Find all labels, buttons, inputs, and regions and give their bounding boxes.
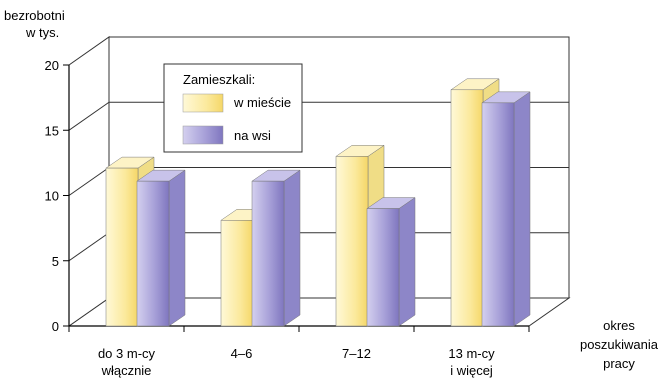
bar-side <box>283 169 301 327</box>
x-tick-label: 7–12 <box>342 346 371 361</box>
legend: Zamieszkali: w mieście na wsi <box>163 63 303 153</box>
legend-swatch-na-wsi <box>182 125 224 145</box>
gridline-side <box>68 232 110 262</box>
gridline-side <box>68 101 110 131</box>
y-axis-title-line-1: bezrobotni <box>4 8 65 23</box>
bar-front <box>335 156 369 327</box>
bar-na-wsi <box>251 169 301 327</box>
x-tick-label: i więcej <box>450 363 493 378</box>
legend-swatch-w-miescie <box>182 93 224 113</box>
x-ticks: do 3 m-cy włącznie 4–6 7–12 13 m-cy i więcej <box>68 326 530 378</box>
y-tick-label: 0 <box>52 319 59 334</box>
bar-side <box>398 197 416 327</box>
legend-label-w-miescie: w mieście <box>233 95 291 110</box>
x-tick-label: do 3 m-cy <box>98 346 156 361</box>
x-axis-title-line-1: okres <box>603 318 635 333</box>
bar-front <box>220 220 254 327</box>
bar-na-wsi <box>136 169 186 327</box>
x-tick-label: 4–6 <box>231 346 253 361</box>
x-axis-title-line-3: pracy <box>603 356 635 371</box>
y-tick-label: 15 <box>45 123 59 138</box>
y-tick-label: 5 <box>52 254 59 269</box>
bar-na-wsi <box>366 197 416 327</box>
bar-side <box>168 169 186 327</box>
x-axis-title-line-2: poszukiwania <box>580 337 659 352</box>
bar-front <box>136 180 170 327</box>
bar-side <box>513 91 531 327</box>
y-tick-label: 10 <box>45 189 59 204</box>
bar-na-wsi <box>481 91 531 327</box>
legend-title: Zamieszkali: <box>183 72 255 87</box>
bar-front <box>251 180 285 327</box>
x-tick-label: 13 m-cy <box>448 346 495 361</box>
bar-front <box>450 89 484 327</box>
bar-front <box>481 102 515 327</box>
y-tick-label: 20 <box>45 58 59 73</box>
x-tick-label: włącznie <box>101 363 152 378</box>
gridline-side <box>68 167 110 196</box>
y-axis-title-line-2: w tys. <box>25 25 59 40</box>
y-ticks: 0 5 10 15 20 <box>45 58 69 334</box>
bars <box>105 78 531 327</box>
bar-front <box>366 208 400 327</box>
bar-front <box>105 167 139 327</box>
legend-label-na-wsi: na wsi <box>234 128 271 143</box>
